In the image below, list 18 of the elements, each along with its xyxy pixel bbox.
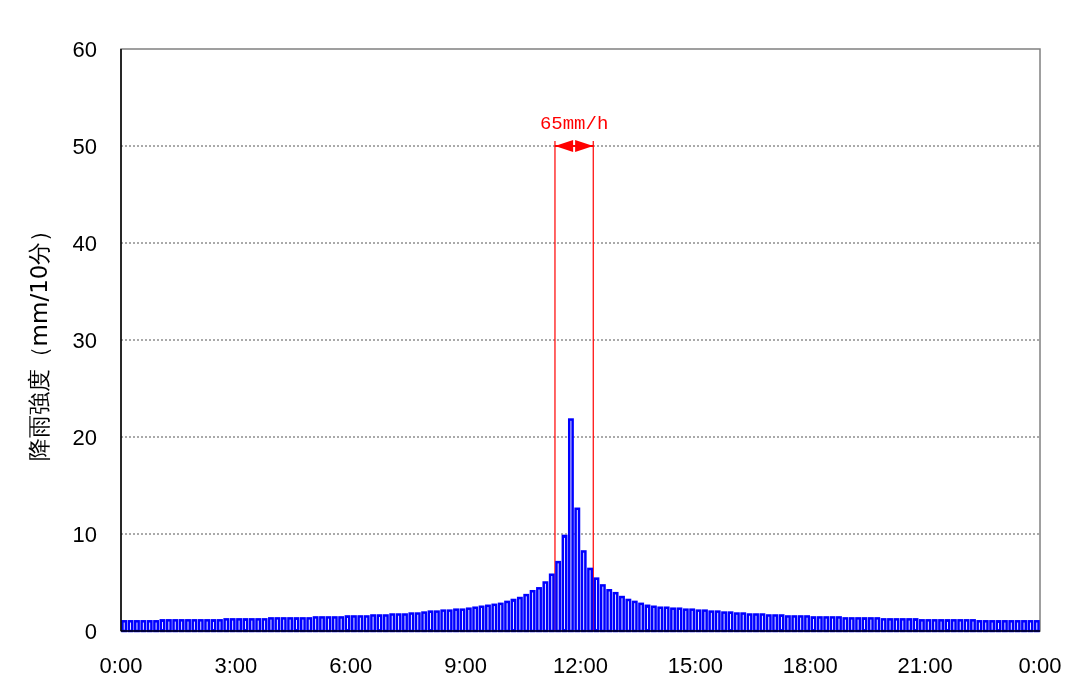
x-tick-label: 3:00 bbox=[214, 653, 258, 678]
y-tick-label: 40 bbox=[72, 231, 97, 256]
y-tick-label: 60 bbox=[72, 37, 97, 62]
y-tick-label: 20 bbox=[72, 425, 97, 450]
x-tick-label: 6:00 bbox=[329, 653, 373, 678]
y-tick-label: 30 bbox=[72, 328, 97, 353]
y-axis-title: 降雨強度（mm/10分） bbox=[26, 218, 52, 462]
y-tick-label: 10 bbox=[72, 522, 97, 547]
x-tick-label: 12:00 bbox=[552, 653, 609, 678]
x-tick-label: 18:00 bbox=[782, 653, 838, 678]
y-tick-label: 50 bbox=[72, 134, 97, 159]
x-tick-label: 15:00 bbox=[667, 653, 723, 678]
x-tick-label: 0:00 bbox=[1018, 653, 1062, 678]
x-tick-label: 21:00 bbox=[897, 653, 953, 678]
x-tick-label: 0:00 bbox=[99, 653, 143, 678]
y-tick-label: 0 bbox=[84, 619, 97, 644]
x-tick-label: 9:00 bbox=[444, 653, 488, 678]
annotation: 65mm/h bbox=[539, 113, 609, 135]
